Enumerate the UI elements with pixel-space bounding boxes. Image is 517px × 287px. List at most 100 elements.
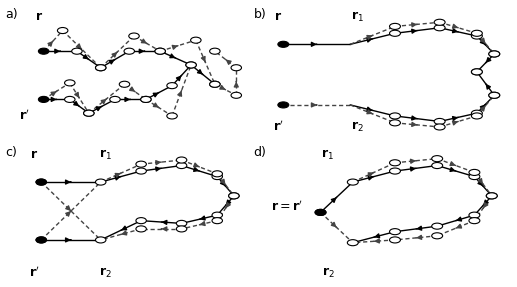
Circle shape bbox=[389, 23, 401, 30]
Circle shape bbox=[191, 37, 201, 43]
Text: $\mathbf{r'}$: $\mathbf{r'}$ bbox=[19, 109, 30, 123]
Circle shape bbox=[176, 220, 187, 226]
Circle shape bbox=[389, 30, 401, 36]
Circle shape bbox=[472, 69, 482, 75]
Circle shape bbox=[486, 193, 497, 199]
Circle shape bbox=[489, 92, 500, 98]
Circle shape bbox=[136, 168, 146, 174]
Circle shape bbox=[136, 226, 146, 232]
Circle shape bbox=[389, 237, 401, 243]
Circle shape bbox=[389, 168, 401, 174]
Text: $\mathbf{r} = \mathbf{r}^\prime$: $\mathbf{r} = \mathbf{r}^\prime$ bbox=[271, 200, 303, 214]
Circle shape bbox=[36, 237, 47, 243]
Circle shape bbox=[212, 171, 222, 177]
Circle shape bbox=[209, 81, 220, 87]
Circle shape bbox=[155, 48, 165, 54]
Circle shape bbox=[389, 120, 401, 126]
Circle shape bbox=[96, 237, 106, 243]
Circle shape bbox=[472, 33, 482, 39]
Circle shape bbox=[469, 174, 480, 180]
Circle shape bbox=[38, 96, 49, 102]
Text: $\mathbf{r}_1$: $\mathbf{r}_1$ bbox=[351, 10, 364, 24]
Circle shape bbox=[389, 229, 401, 235]
Circle shape bbox=[434, 124, 445, 130]
Circle shape bbox=[472, 110, 482, 116]
Text: $\mathbf{r}_2$: $\mathbf{r}_2$ bbox=[99, 266, 112, 280]
Text: c): c) bbox=[6, 146, 18, 159]
Text: a): a) bbox=[6, 9, 18, 22]
Circle shape bbox=[155, 48, 165, 54]
Circle shape bbox=[129, 33, 139, 39]
Circle shape bbox=[486, 193, 497, 199]
Circle shape bbox=[209, 81, 220, 87]
Circle shape bbox=[432, 223, 443, 229]
Circle shape bbox=[432, 156, 443, 162]
Circle shape bbox=[72, 48, 82, 54]
Circle shape bbox=[212, 218, 222, 224]
Circle shape bbox=[36, 179, 47, 185]
Text: $\mathbf{r}_2$: $\mathbf{r}_2$ bbox=[352, 120, 364, 134]
Circle shape bbox=[141, 96, 151, 102]
Circle shape bbox=[96, 65, 106, 71]
Circle shape bbox=[315, 209, 326, 216]
Circle shape bbox=[347, 240, 358, 246]
Circle shape bbox=[36, 179, 47, 185]
Text: $\mathbf{r}_1$: $\mathbf{r}_1$ bbox=[322, 148, 334, 162]
Circle shape bbox=[65, 96, 75, 102]
Circle shape bbox=[167, 83, 177, 89]
Circle shape bbox=[212, 174, 222, 180]
Circle shape bbox=[231, 65, 241, 71]
Circle shape bbox=[434, 19, 445, 25]
Circle shape bbox=[432, 233, 443, 239]
Text: $\mathbf{r}_1$: $\mathbf{r}_1$ bbox=[99, 148, 112, 162]
Circle shape bbox=[434, 119, 445, 125]
Circle shape bbox=[57, 28, 68, 34]
Circle shape bbox=[110, 96, 120, 102]
Circle shape bbox=[84, 110, 94, 116]
Circle shape bbox=[119, 81, 130, 87]
Circle shape bbox=[434, 25, 445, 31]
Text: d): d) bbox=[253, 146, 266, 159]
Text: $\mathbf{r}_2$: $\mathbf{r}_2$ bbox=[322, 266, 334, 280]
Circle shape bbox=[432, 162, 443, 168]
Circle shape bbox=[209, 48, 220, 54]
Circle shape bbox=[472, 113, 482, 119]
Circle shape bbox=[36, 237, 47, 243]
Text: $\mathbf{r}$: $\mathbf{r}$ bbox=[35, 10, 43, 23]
Circle shape bbox=[167, 113, 177, 119]
Circle shape bbox=[489, 51, 500, 57]
Circle shape bbox=[469, 218, 480, 224]
Circle shape bbox=[186, 62, 196, 68]
Circle shape bbox=[489, 51, 500, 57]
Text: b): b) bbox=[253, 9, 266, 22]
Circle shape bbox=[176, 162, 187, 168]
Circle shape bbox=[489, 92, 500, 98]
Circle shape bbox=[96, 65, 106, 71]
Circle shape bbox=[141, 96, 151, 102]
Circle shape bbox=[472, 69, 482, 75]
Circle shape bbox=[84, 110, 94, 116]
Circle shape bbox=[278, 102, 289, 108]
Text: $\mathbf{r}$: $\mathbf{r}$ bbox=[30, 148, 38, 161]
Circle shape bbox=[136, 218, 146, 224]
Circle shape bbox=[186, 62, 196, 68]
Circle shape bbox=[469, 212, 480, 218]
Circle shape bbox=[212, 212, 222, 218]
Circle shape bbox=[389, 160, 401, 166]
Circle shape bbox=[229, 193, 239, 199]
Text: $\mathbf{r'}$: $\mathbf{r'}$ bbox=[29, 266, 39, 280]
Circle shape bbox=[38, 48, 49, 54]
Circle shape bbox=[315, 209, 326, 216]
Circle shape bbox=[124, 48, 134, 54]
Text: $\mathbf{r}$: $\mathbf{r}$ bbox=[275, 10, 282, 23]
Circle shape bbox=[96, 179, 106, 185]
Text: $\mathbf{r'}$: $\mathbf{r'}$ bbox=[273, 120, 284, 134]
Circle shape bbox=[176, 226, 187, 232]
Circle shape bbox=[231, 92, 241, 98]
Circle shape bbox=[347, 179, 358, 185]
Circle shape bbox=[472, 30, 482, 36]
Circle shape bbox=[389, 113, 401, 119]
Circle shape bbox=[176, 157, 187, 163]
Circle shape bbox=[229, 193, 239, 199]
Circle shape bbox=[136, 161, 146, 167]
